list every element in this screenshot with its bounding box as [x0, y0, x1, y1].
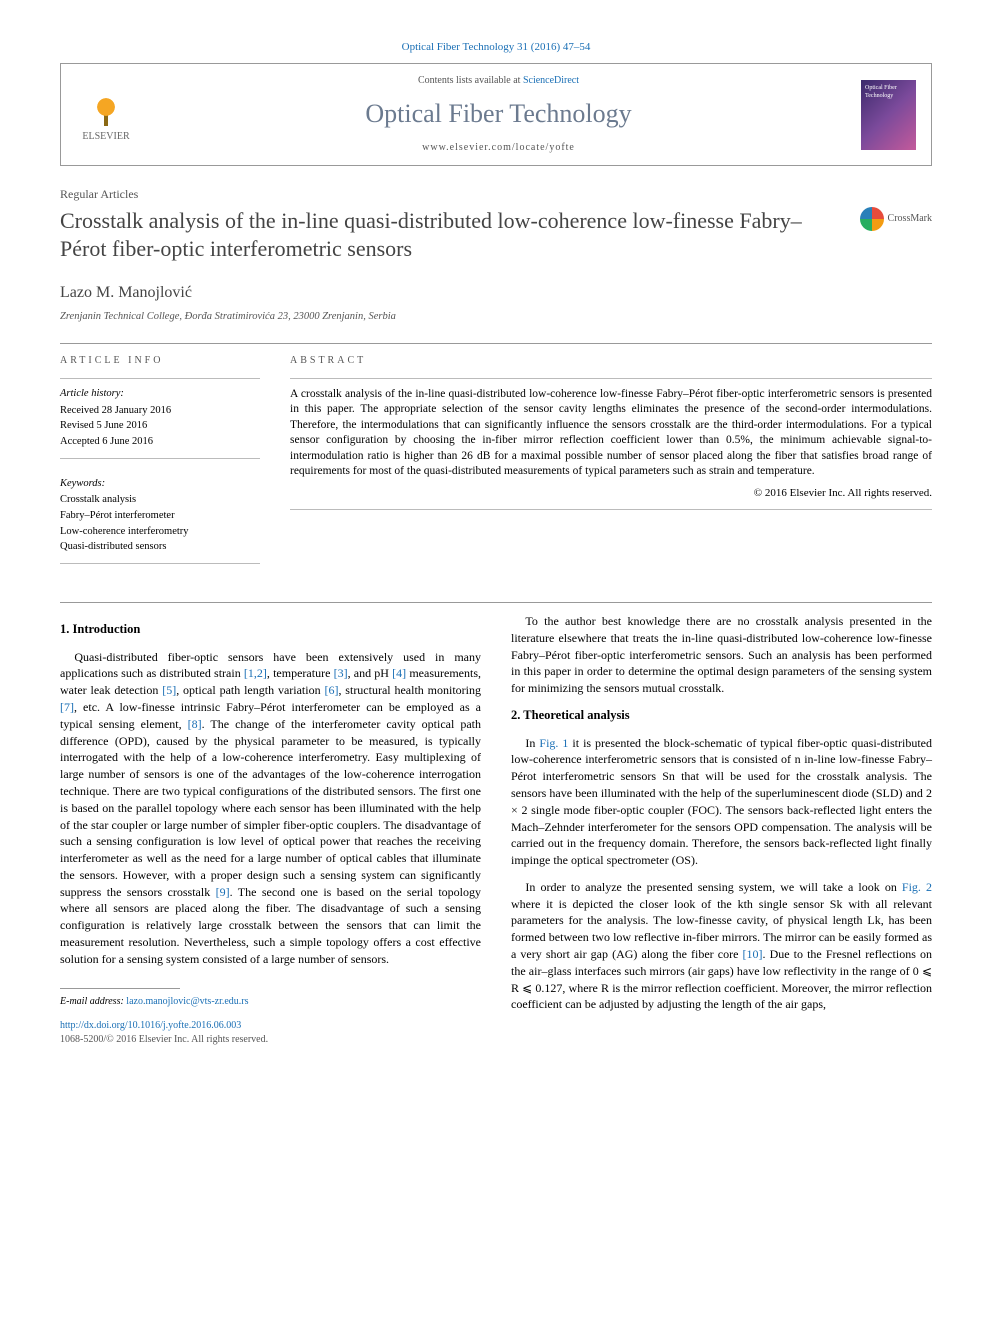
intro-paragraph: Quasi-distributed fiber-optic sensors ha… [60, 649, 481, 968]
crossmark-icon [860, 207, 884, 231]
fig-link[interactable]: Fig. 1 [539, 736, 568, 750]
ref-link[interactable]: [3] [334, 666, 348, 680]
journal-cover-thumb: Optical Fiber Technology [861, 80, 916, 150]
accepted-date: Accepted 6 June 2016 [60, 435, 260, 450]
info-heading: ARTICLE INFO [60, 354, 260, 368]
cover-label: Optical Fiber Technology [865, 84, 916, 101]
right-column: To the author best knowledge there are n… [511, 613, 932, 1047]
keyword: Low-coherence interferometry [60, 525, 260, 540]
keywords-label: Keywords: [60, 477, 260, 492]
journal-url: www.elsevier.com/locate/yofte [136, 141, 861, 155]
received-date: Received 28 January 2016 [60, 404, 260, 419]
article-title: Crosstalk analysis of the in-line quasi-… [60, 207, 840, 264]
email-label: E-mail address: [60, 996, 126, 1007]
fig-link[interactable]: Fig. 2 [902, 880, 932, 894]
abstract-text: A crosstalk analysis of the in-line quas… [290, 387, 932, 480]
article-info-block: ARTICLE INFO Article history: Received 2… [60, 354, 260, 572]
ref-link[interactable]: [4] [392, 666, 406, 680]
ref-link[interactable]: [7] [60, 700, 74, 714]
ref-link[interactable]: [9] [216, 885, 230, 899]
contents-available: Contents lists available at ScienceDirec… [136, 74, 861, 88]
ref-link[interactable]: [6] [324, 683, 338, 697]
journal-header: ELSEVIER Contents lists available at Sci… [60, 63, 932, 165]
ref-link[interactable]: [10] [742, 947, 762, 961]
author-name: Lazo M. Manojlović [60, 282, 932, 304]
left-column: 1. Introduction Quasi-distributed fiber-… [60, 613, 481, 1047]
issn-copyright: 1068-5200/© 2016 Elsevier Inc. All right… [60, 1033, 481, 1047]
journal-name: Optical Fiber Technology [136, 96, 861, 132]
crossmark-badge[interactable]: CrossMark [860, 207, 932, 231]
ref-link[interactable]: [1,2] [244, 666, 267, 680]
contents-prefix: Contents lists available at [418, 75, 523, 86]
keyword: Crosstalk analysis [60, 493, 260, 508]
intro-heading: 1. Introduction [60, 621, 481, 639]
theory-heading: 2. Theoretical analysis [511, 707, 932, 725]
article-type: Regular Articles [60, 186, 932, 203]
author-affiliation: Zrenjanin Technical College, Đorđa Strat… [60, 310, 932, 325]
ref-link[interactable]: [5] [162, 683, 176, 697]
sciencedirect-link[interactable]: ScienceDirect [523, 75, 579, 86]
divider [60, 343, 932, 344]
author-email-link[interactable]: lazo.manojlovic@vts-zr.edu.rs [126, 996, 248, 1007]
history-label: Article history: [60, 387, 260, 402]
revised-date: Revised 5 June 2016 [60, 419, 260, 434]
elsevier-tree-icon [86, 86, 126, 126]
abstract-copyright: © 2016 Elsevier Inc. All rights reserved… [290, 486, 932, 501]
doi-link[interactable]: http://dx.doi.org/10.1016/j.yofte.2016.0… [60, 1019, 481, 1033]
theory-paragraph-1: In Fig. 1 it is presented the block-sche… [511, 735, 932, 869]
elsevier-logo: ELSEVIER [76, 80, 136, 150]
keyword: Quasi-distributed sensors [60, 540, 260, 555]
ref-link[interactable]: [8] [188, 717, 202, 731]
abstract-block: ABSTRACT A crosstalk analysis of the in-… [290, 354, 932, 572]
abstract-heading: ABSTRACT [290, 354, 932, 368]
publisher-name: ELSEVIER [82, 130, 129, 144]
crossmark-label: CrossMark [888, 212, 932, 226]
intro-paragraph-2: To the author best knowledge there are n… [511, 613, 932, 697]
keyword: Fabry–Pérot interferometer [60, 509, 260, 524]
theory-paragraph-2: In order to analyze the presented sensin… [511, 879, 932, 1013]
divider [60, 602, 932, 603]
footnote-divider [60, 988, 180, 989]
email-line: E-mail address: lazo.manojlovic@vts-zr.e… [60, 995, 481, 1009]
citation-line: Optical Fiber Technology 31 (2016) 47–54 [60, 40, 932, 55]
